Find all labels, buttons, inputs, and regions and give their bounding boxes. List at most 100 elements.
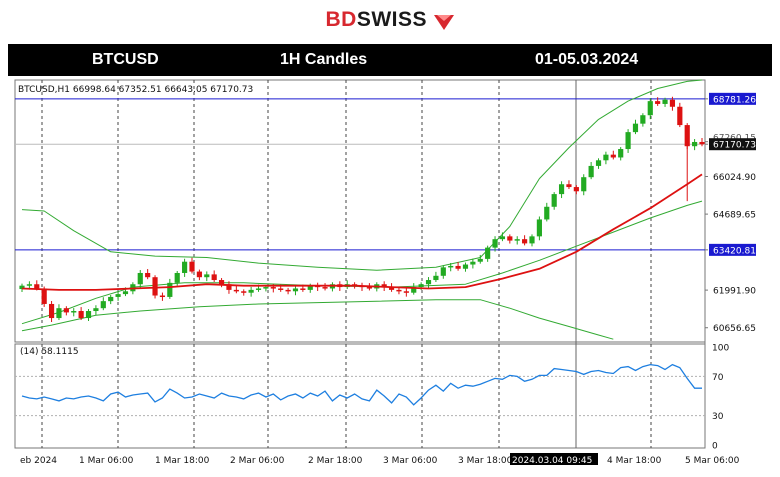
candle-body xyxy=(462,264,469,269)
rsi-axis-labels: 0 30 70 100 xyxy=(712,344,729,452)
band-upper-line xyxy=(21,79,703,271)
candle-body xyxy=(263,287,269,289)
candle-body xyxy=(19,285,25,290)
candle-body xyxy=(477,258,483,262)
time-tick-label: 3 Mar 18:00 xyxy=(458,456,513,466)
candle-body xyxy=(522,239,528,244)
rsi-tick-label: 0 xyxy=(712,442,718,452)
candle-body xyxy=(300,288,306,290)
time-tick-label: 1 Mar 18:00 xyxy=(155,456,210,466)
rsi-tick-label: 70 xyxy=(712,373,724,383)
candle-body xyxy=(71,311,77,313)
candle-body xyxy=(145,272,151,278)
candle-body xyxy=(137,272,143,285)
price-level-tag xyxy=(709,92,756,105)
candle-body xyxy=(507,236,513,241)
candle-body xyxy=(588,165,594,178)
candle-body xyxy=(536,219,542,237)
candle-body xyxy=(573,187,579,192)
candle-body xyxy=(233,289,239,292)
candle-body xyxy=(241,291,247,293)
candle-body xyxy=(581,177,587,192)
time-tick-label: 2 Mar 18:00 xyxy=(308,456,363,466)
candles xyxy=(19,96,705,322)
candle-body xyxy=(625,132,631,150)
rsi-panel-frame xyxy=(14,343,706,449)
candle-body xyxy=(485,247,491,259)
bdswiss-logo: BDSWISS xyxy=(0,8,780,32)
rsi-line xyxy=(15,363,705,417)
price-tick-label: 66024.90 xyxy=(713,173,756,183)
candle-body xyxy=(159,295,166,298)
time-axis-labels: eb 2024 1 Mar 06:00 1 Mar 18:00 2 Mar 06:00… xyxy=(20,453,740,466)
price-tick-label: 67170.73 xyxy=(713,141,756,151)
candle-body xyxy=(292,288,299,292)
candle-body xyxy=(152,277,158,296)
time-tick-label: 2 Mar 06:00 xyxy=(230,456,285,466)
candle-body xyxy=(544,206,550,220)
band-lower-line xyxy=(21,299,614,340)
candle-body xyxy=(603,154,609,161)
candle-body xyxy=(640,115,646,124)
candle-body xyxy=(122,291,129,295)
brand-swiss: SWISS xyxy=(356,8,428,31)
candle-body xyxy=(388,287,395,290)
horizontal-levels xyxy=(15,98,705,251)
candle-body xyxy=(470,261,476,265)
candle-body xyxy=(684,125,690,147)
candle-body xyxy=(270,287,276,289)
candle-body xyxy=(85,311,92,319)
candle-body xyxy=(499,236,506,240)
candle-body xyxy=(100,301,106,309)
candle-body xyxy=(448,265,454,268)
candle-body xyxy=(182,261,188,273)
brand-bd: BD xyxy=(325,8,357,31)
candle-body xyxy=(558,184,565,195)
candle-body xyxy=(440,267,446,276)
candle-body xyxy=(677,106,683,126)
candle-body xyxy=(514,239,520,241)
candle-body xyxy=(196,271,202,278)
candle-body xyxy=(669,99,676,107)
moving-average xyxy=(21,173,703,291)
candle-body xyxy=(610,154,616,158)
candle-body xyxy=(278,288,284,290)
candle-body xyxy=(307,285,313,290)
candle-body xyxy=(632,123,639,133)
candle-body xyxy=(655,101,661,104)
price-axis-labels: 60656.65 61991.90 63420.81 64689.65 66024.90… xyxy=(705,92,756,334)
candle-body xyxy=(211,274,217,281)
time-tick-label: eb 2024 xyxy=(20,456,57,466)
candle-body xyxy=(189,261,195,272)
candle-body xyxy=(529,236,535,244)
price-level-tag xyxy=(709,243,756,256)
crosshair-time-tag xyxy=(510,453,598,465)
candle-body xyxy=(411,287,417,293)
candle-body xyxy=(34,284,40,289)
brand-arrow-icon xyxy=(434,14,455,30)
rsi-tick-label: 100 xyxy=(712,344,729,354)
price-tick-label: 64689.65 xyxy=(713,211,756,221)
bollinger-bands xyxy=(21,79,703,340)
candle-body xyxy=(26,284,32,286)
band-middle-line xyxy=(21,200,703,325)
candle-body xyxy=(418,284,424,288)
timeframe-title: 1H Candles xyxy=(280,51,368,68)
candle-body xyxy=(403,291,409,293)
candle-body xyxy=(255,288,262,290)
candle-body xyxy=(48,303,55,319)
candle-body xyxy=(115,294,121,297)
price-tick-label: 61991.90 xyxy=(713,287,756,297)
candle-body xyxy=(226,284,232,290)
candle-body xyxy=(248,289,254,293)
candle-body xyxy=(492,239,498,248)
candle-body xyxy=(322,287,328,289)
date-range-title: 01-05.03.2024 xyxy=(535,51,639,68)
chart-header-bar: BTCUSD 1H Candles 01-05.03.2024 xyxy=(8,44,772,76)
candle-body xyxy=(93,308,99,312)
candle-body xyxy=(551,194,557,207)
candle-body xyxy=(455,265,461,269)
candle-body xyxy=(699,141,705,145)
candle-body xyxy=(218,280,225,285)
